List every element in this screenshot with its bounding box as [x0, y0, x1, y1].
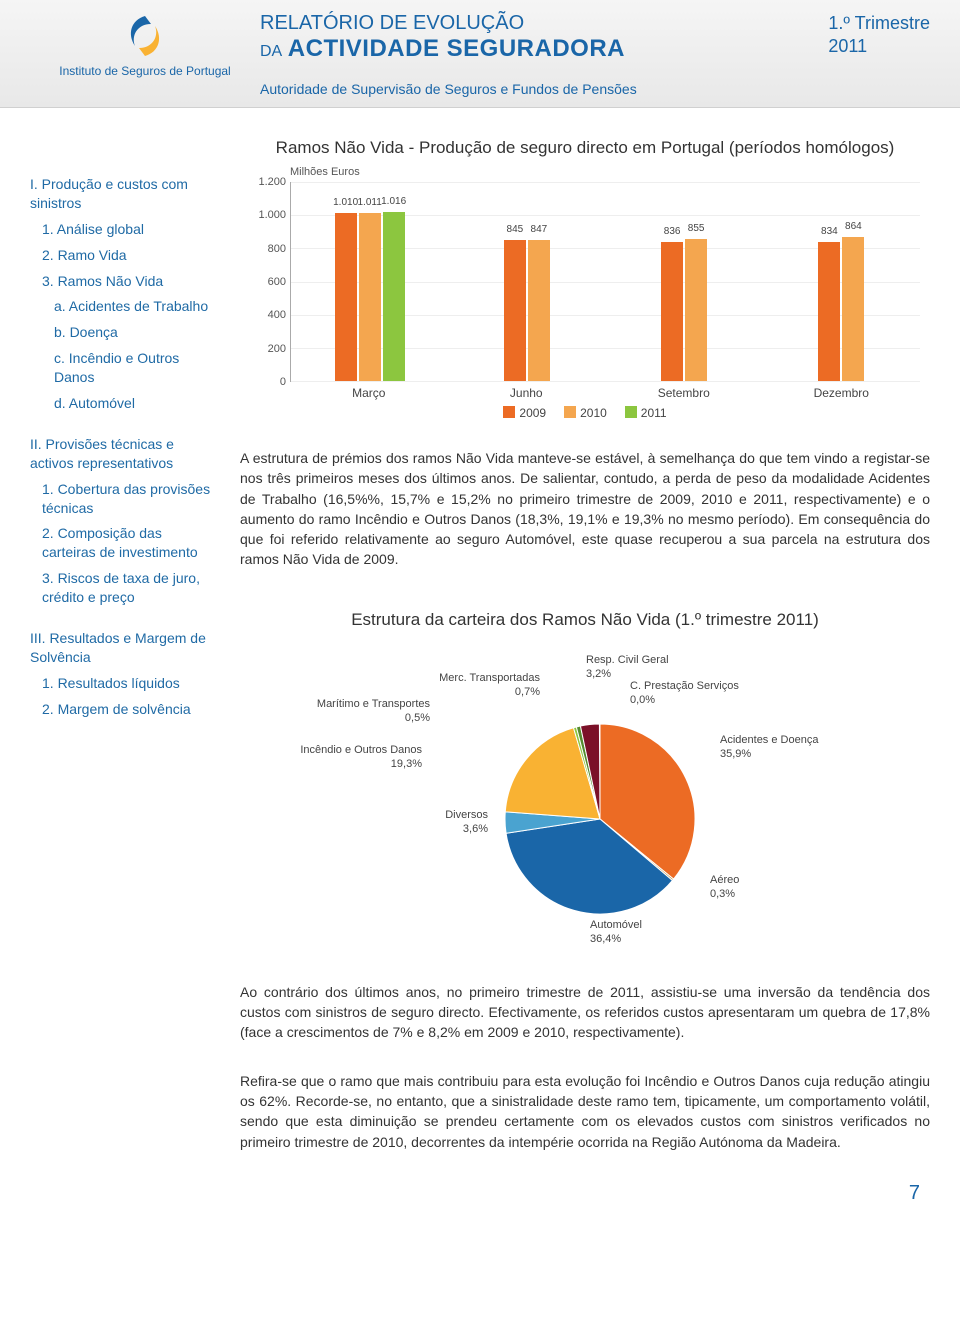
bar-x-label: Setembro — [605, 386, 763, 400]
bar-value-label: 845 — [507, 224, 524, 235]
bar: 1.011 — [359, 213, 381, 382]
bar-group: 834864 — [818, 237, 864, 381]
page-number: 7 — [0, 1182, 960, 1235]
pie-slice-label: Merc. Transportadas0,7% — [439, 672, 540, 700]
legend-swatch — [564, 406, 576, 418]
bar-ytick: 800 — [242, 243, 286, 255]
bar: 847 — [528, 240, 550, 381]
nav-iii[interactable]: III. Resultados e Margem de Solvência — [30, 629, 214, 667]
bar-group: 845847 — [504, 240, 550, 381]
bar-value-label: 836 — [664, 226, 681, 237]
bar: 836 — [661, 242, 683, 381]
nav-i3a[interactable]: a. Acidentes de Trabalho — [30, 297, 214, 316]
nav-i1[interactable]: 1. Análise global — [30, 220, 214, 239]
report-title: RELATÓRIO DE EVOLUÇÃO DA ACTIVIDADE SEGU… — [260, 12, 828, 63]
nav-ii1[interactable]: 1. Cobertura das provisões técnicas — [30, 480, 214, 518]
nav-i3c[interactable]: c. Incêndio e Outros Danos — [30, 349, 214, 387]
paragraph-1: A estrutura de prémios dos ramos Não Vid… — [240, 448, 930, 570]
bar-x-labels: MarçoJunhoSetembroDezembro — [290, 386, 920, 400]
bar-value-label: 864 — [845, 221, 862, 232]
bar: 864 — [842, 237, 864, 381]
bar: 1.016 — [383, 212, 405, 381]
pie-slice-label: Diversos3,6% — [445, 809, 488, 837]
nav-ii3[interactable]: 3. Riscos de taxa de juro, crédito e pre… — [30, 569, 214, 607]
bar-x-label: Março — [290, 386, 448, 400]
period-block: 1.º Trimestre 2011 — [828, 12, 930, 59]
bar-value-label: 855 — [688, 223, 705, 234]
bar-value-label: 1.011 — [357, 197, 381, 208]
bar-y-axis-label: Milhões Euros — [290, 166, 930, 178]
pie-slice-label: Acidentes e Doença35,9% — [720, 734, 818, 762]
period-quarter: 1.º Trimestre — [828, 13, 930, 33]
pie-chart-title: Estrutura da carteira dos Ramos Não Vida… — [240, 610, 930, 630]
nav-ii[interactable]: II. Provisões técnicas e activos represe… — [30, 435, 214, 473]
main-content: Ramos Não Vida - Produção de seguro dire… — [230, 128, 930, 1152]
pie-slice-label: Resp. Civil Geral3,2% — [586, 654, 669, 682]
nav-i2[interactable]: 2. Ramo Vida — [30, 246, 214, 265]
bar: 834 — [818, 242, 840, 381]
pie-chart: Acidentes e Doença35,9% Aéreo0,3% Automóve… — [240, 644, 930, 954]
bar-group: 1.0101.0111.016 — [335, 212, 405, 381]
nav-ii2[interactable]: 2. Composição das carteiras de investime… — [30, 524, 214, 562]
isp-logo-icon — [121, 12, 169, 60]
period-year: 2011 — [828, 36, 867, 56]
bar-chart: 1.2001.0008006004002000 1.0101.0111.0168… — [290, 182, 920, 382]
bar-ytick: 1.200 — [242, 176, 286, 188]
bar-ytick: 1.000 — [242, 209, 286, 221]
bar-value-label: 1.010 — [333, 197, 358, 208]
bar: 855 — [685, 239, 707, 382]
bar-chart-title: Ramos Não Vida - Produção de seguro dire… — [240, 138, 930, 158]
legend-item: 2010 — [564, 406, 607, 420]
pie-slice-label: C. Prestação Serviços0,0% — [630, 680, 739, 708]
pie-slice-label: Incêndio e Outros Danos19,3% — [300, 744, 422, 772]
institute-name: Instituto de Seguros de Portugal — [59, 64, 230, 78]
bar-legend: 2009 2010 2011 — [240, 406, 930, 420]
nav-i3b[interactable]: b. Doença — [30, 323, 214, 342]
logo-block: Instituto de Seguros de Portugal — [30, 12, 260, 78]
bar-value-label: 1.016 — [381, 196, 406, 207]
pie-slice-label: Aéreo0,3% — [710, 874, 739, 902]
title-part-2: ACTIVIDADE SEGURADORA — [288, 35, 625, 62]
legend-item: 2009 — [503, 406, 546, 420]
bar-value-label: 847 — [531, 224, 548, 235]
bar-x-label: Dezembro — [763, 386, 921, 400]
nav-iii2[interactable]: 2. Margem de solvência — [30, 700, 214, 719]
bar-group: 836855 — [661, 239, 707, 382]
legend-swatch — [625, 406, 637, 418]
bar-value-label: 834 — [821, 226, 838, 237]
report-subtitle: Autoridade de Supervisão de Seguros e Fu… — [260, 81, 828, 97]
pie-slice-label: Marítimo e Transportes0,5% — [317, 698, 430, 726]
paragraph-3: Refira-se que o ramo que mais contribuiu… — [240, 1071, 930, 1152]
title-block: RELATÓRIO DE EVOLUÇÃO DA ACTIVIDADE SEGU… — [260, 12, 828, 97]
pie-svg — [240, 644, 940, 954]
bar: 845 — [504, 240, 526, 381]
bar-ytick: 400 — [242, 309, 286, 321]
pie-slice-label: Automóvel36,4% — [590, 919, 642, 947]
nav-iii1[interactable]: 1. Resultados líquidos — [30, 674, 214, 693]
nav-i[interactable]: I. Produção e custos com sinistros — [30, 175, 214, 213]
bar-ytick: 0 — [242, 376, 286, 388]
bar-ytick: 600 — [242, 276, 286, 288]
bar-ytick: 200 — [242, 343, 286, 355]
bar: 1.010 — [335, 213, 357, 381]
nav-i3d[interactable]: d. Automóvel — [30, 394, 214, 413]
page-header: Instituto de Seguros de Portugal RELATÓR… — [0, 0, 960, 108]
legend-item: 2011 — [625, 406, 667, 420]
legend-swatch — [503, 406, 515, 418]
paragraph-2: Ao contrário dos últimos anos, no primei… — [240, 982, 930, 1043]
toc-sidebar: I. Produção e custos com sinistros 1. An… — [30, 128, 230, 1152]
title-da: DA — [260, 43, 282, 60]
title-part-1: RELATÓRIO DE EVOLUÇÃO — [260, 12, 524, 34]
nav-i3[interactable]: 3. Ramos Não Vida — [30, 272, 214, 291]
bar-x-label: Junho — [448, 386, 606, 400]
